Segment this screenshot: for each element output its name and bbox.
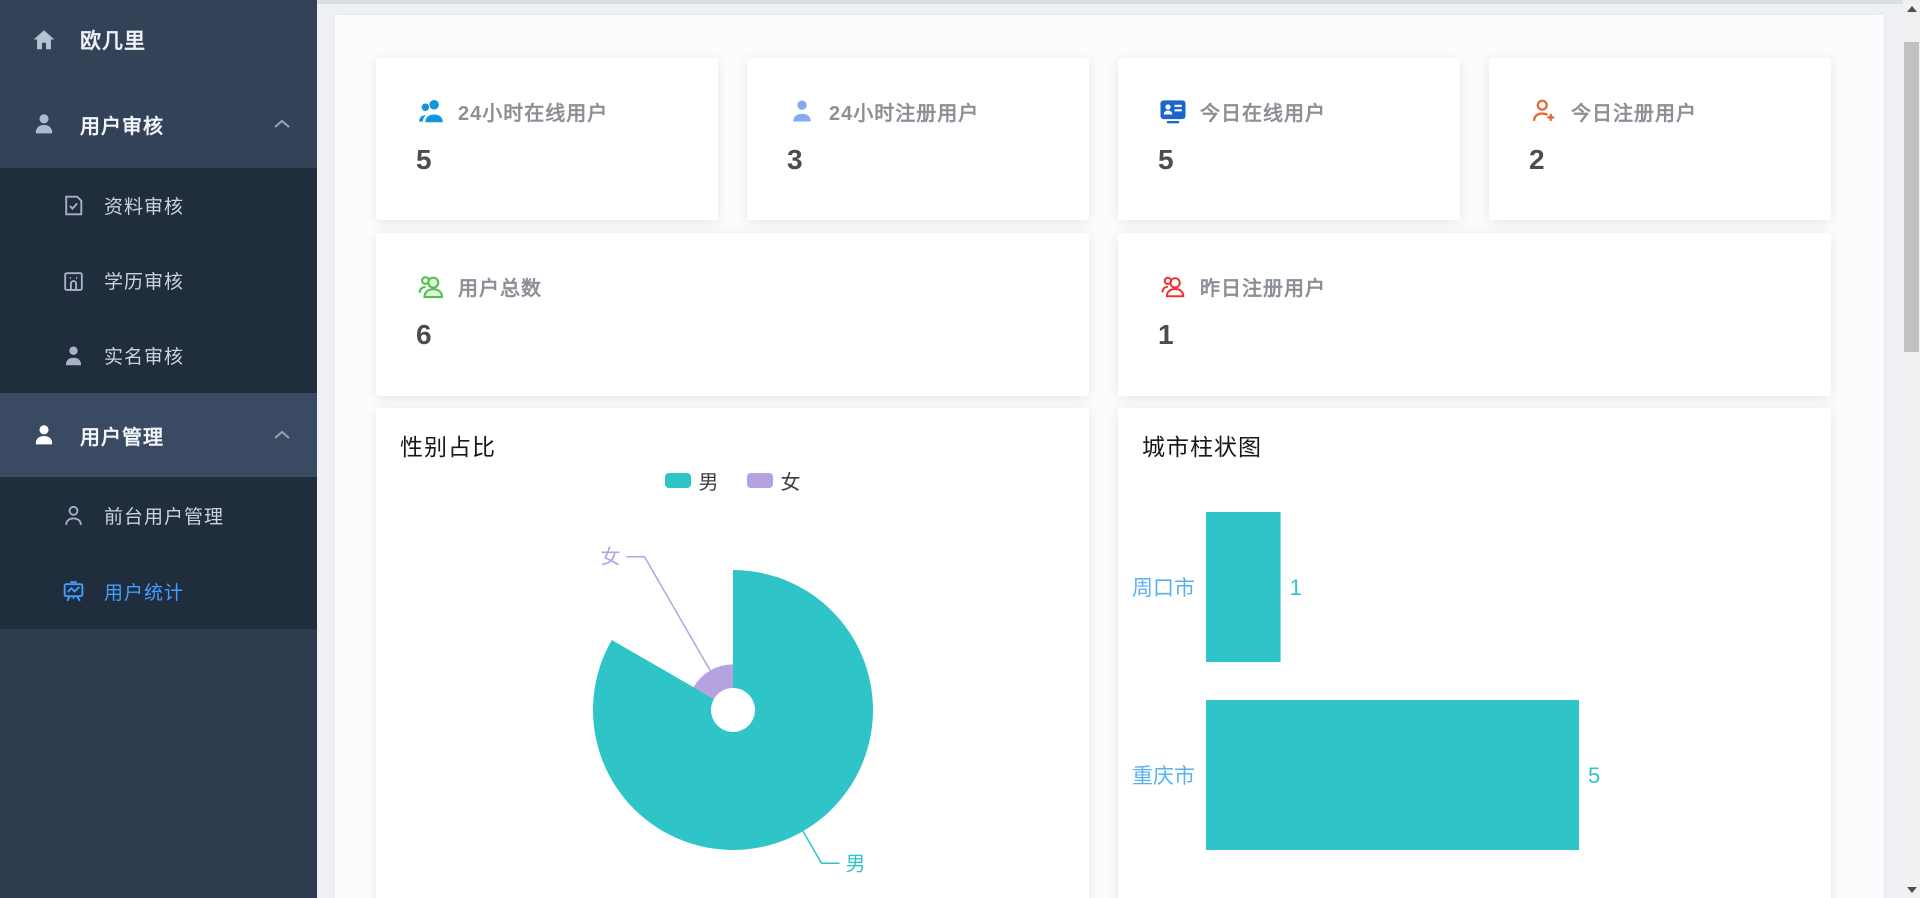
sidebar-item-data-audit[interactable]: 资料审核 xyxy=(0,168,317,243)
chevron-up-icon xyxy=(273,118,291,130)
sidebar-item-user-stats[interactable]: 用户统计 xyxy=(0,553,317,629)
legend-label: 男 xyxy=(698,472,719,494)
pie-slice-女 xyxy=(693,664,733,699)
pie-slice-label: 女 xyxy=(601,546,621,569)
triangle-up-icon xyxy=(1906,5,1917,12)
bar-重庆市 xyxy=(1206,700,1579,850)
sidebar-item-label: 用户统计 xyxy=(104,582,185,604)
stat-label: 昨日注册用户 xyxy=(1200,277,1326,300)
pie-label-line xyxy=(802,830,840,865)
user-outline-icon xyxy=(60,502,86,528)
legend-swatch-female xyxy=(746,473,773,488)
sidebar-logo-label: 欧几里 xyxy=(80,30,146,53)
user-solid-icon xyxy=(60,343,86,369)
stat-card-today-online: 今日在线用户 5 xyxy=(1118,58,1460,220)
vertical-scrollbar[interactable] xyxy=(1903,0,1920,898)
stat-card-24h-registered: 24小时注册用户 3 xyxy=(747,58,1089,220)
pie-slice-label: 男 xyxy=(846,853,866,875)
bar-value-label: 1 xyxy=(1290,575,1302,600)
sidebar-section-label: 用户管理 xyxy=(80,426,164,449)
pie-label-line xyxy=(626,555,711,671)
bar-category-label: 周口市 xyxy=(1132,577,1195,600)
sidebar-item-label: 学历审核 xyxy=(104,272,185,293)
user-add-icon xyxy=(1529,96,1559,126)
stat-label: 用户总数 xyxy=(458,277,542,300)
triangle-down-icon xyxy=(1906,886,1917,893)
id-card-icon xyxy=(1158,96,1188,126)
bar-value-label: 5 xyxy=(1588,763,1600,788)
school-building-icon xyxy=(60,268,86,294)
bar-周口市 xyxy=(1206,512,1281,662)
document-check-icon xyxy=(60,193,86,219)
sidebar-item-label: 前台用户管理 xyxy=(104,506,225,528)
sidebar-item-education-audit[interactable]: 学历审核 xyxy=(0,243,317,318)
stat-label: 24小时在线用户 xyxy=(458,102,609,125)
sidebar: 欧几里 用户审核 资料审核 学历审核 xyxy=(0,0,317,898)
scroll-up-button[interactable] xyxy=(1903,0,1920,17)
stat-card-today-registered: 今日注册用户 2 xyxy=(1489,58,1831,220)
gender-pie-chart-card: 性别占比 男 女 男女 xyxy=(376,408,1089,898)
legend-item-male[interactable]: 男 xyxy=(664,466,719,495)
stat-value: 2 xyxy=(1529,144,1545,175)
legend-label: 女 xyxy=(780,472,801,494)
chevron-up-icon xyxy=(273,429,291,441)
stat-card-24h-online: 24小时在线用户 5 xyxy=(376,58,718,220)
user-icon xyxy=(30,421,58,449)
chart-title: 性别占比 xyxy=(400,434,496,460)
home-icon xyxy=(30,26,58,54)
scrollbar-thumb[interactable] xyxy=(1904,42,1919,352)
content-panel: 24小时在线用户 5 24小时注册用户 3 今日在线用户 xyxy=(335,15,1884,898)
legend-item-female[interactable]: 女 xyxy=(746,466,801,495)
stat-card-total-users: 用户总数 6 xyxy=(376,233,1089,396)
sidebar-section-user-manage[interactable]: 用户管理 xyxy=(0,393,317,477)
stat-value: 6 xyxy=(416,319,432,350)
city-bar-chart-card: 城市柱状图 周口市 1 重庆市 5 xyxy=(1118,408,1831,898)
stat-value: 5 xyxy=(416,144,432,175)
stat-card-yesterday-registered: 昨日注册用户 1 xyxy=(1118,233,1831,396)
legend-swatch-male xyxy=(664,473,691,488)
user-filled-icon xyxy=(787,96,817,126)
sidebar-section-label: 用户审核 xyxy=(80,115,164,138)
sidebar-item-realname-audit[interactable]: 实名审核 xyxy=(0,318,317,393)
sidebar-submenu-user-audit: 资料审核 学历审核 实名审核 xyxy=(0,168,317,393)
sidebar-section-user-audit[interactable]: 用户审核 xyxy=(0,80,317,168)
sidebar-submenu-user-manage: 前台用户管理 用户统计 xyxy=(0,477,317,629)
stat-label: 今日注册用户 xyxy=(1571,102,1697,125)
city-bar-chart: 周口市 1 重庆市 5 xyxy=(1118,408,1831,898)
pie-legend: 男 女 xyxy=(376,466,1089,495)
stat-label: 今日在线用户 xyxy=(1200,102,1326,125)
sidebar-item-front-user-manage[interactable]: 前台用户管理 xyxy=(0,477,317,553)
bar-category-label: 重庆市 xyxy=(1132,765,1195,788)
stat-label: 24小时注册用户 xyxy=(829,102,980,125)
sidebar-item-label: 资料审核 xyxy=(104,197,185,218)
stat-value: 1 xyxy=(1158,319,1174,350)
team-outline-icon xyxy=(416,271,446,301)
content-top-strip xyxy=(317,0,1903,4)
team-outline-icon xyxy=(1158,271,1188,301)
main-content: 24小时在线用户 5 24小时注册用户 3 今日在线用户 xyxy=(317,0,1903,898)
pie-slice-男 xyxy=(593,570,873,850)
sidebar-item-home[interactable]: 欧几里 xyxy=(0,0,317,80)
chart-board-icon xyxy=(60,578,86,604)
sidebar-item-label: 实名审核 xyxy=(104,347,185,368)
chart-title: 城市柱状图 xyxy=(1142,434,1262,460)
stat-value: 3 xyxy=(787,144,803,175)
users-filled-icon xyxy=(416,96,446,126)
scroll-down-button[interactable] xyxy=(1903,881,1920,898)
stat-value: 5 xyxy=(1158,144,1174,175)
user-icon xyxy=(30,110,58,138)
gender-pie-chart: 男女 xyxy=(376,408,1089,898)
